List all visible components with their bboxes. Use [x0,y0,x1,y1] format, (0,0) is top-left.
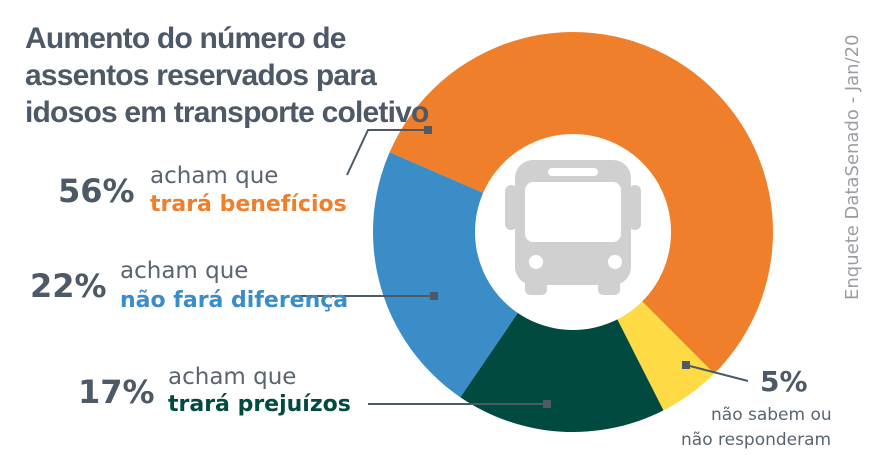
leader-lines [300,129,749,405]
pct-prejuizos: 17% [78,373,155,411]
slice-2 [460,232,664,432]
prefix-nao-sabem: não sabem ou [711,405,832,425]
pct-nao-sabem: 5% [760,365,808,398]
bus-icon [505,160,641,295]
pct-beneficios: 56% [58,172,135,210]
leader-line-beneficios [346,129,428,176]
source-note: Enquete DataSenado - Jan/20 [842,34,863,300]
label-nao-sabem: não responderam [681,430,832,450]
chart-title: Aumento do número de assentos reservados… [25,22,429,129]
prefix-diferenca: acham que [120,258,249,284]
label-prejuizos: trará prejuízos [168,392,351,417]
prefix-beneficios: acham que [150,163,279,189]
prefix-prejuizos: acham que [168,364,297,390]
marker-beneficios [424,126,432,134]
label-diferenca: não fará diferença [120,288,349,313]
marker-nao-sabem [682,361,690,369]
marker-diferenca [430,292,438,300]
marker-prejuizos [543,400,551,408]
leader-line-nao-sabem [685,364,749,382]
pct-diferenca: 22% [30,267,107,305]
label-beneficios: trará benefícios [150,192,347,217]
